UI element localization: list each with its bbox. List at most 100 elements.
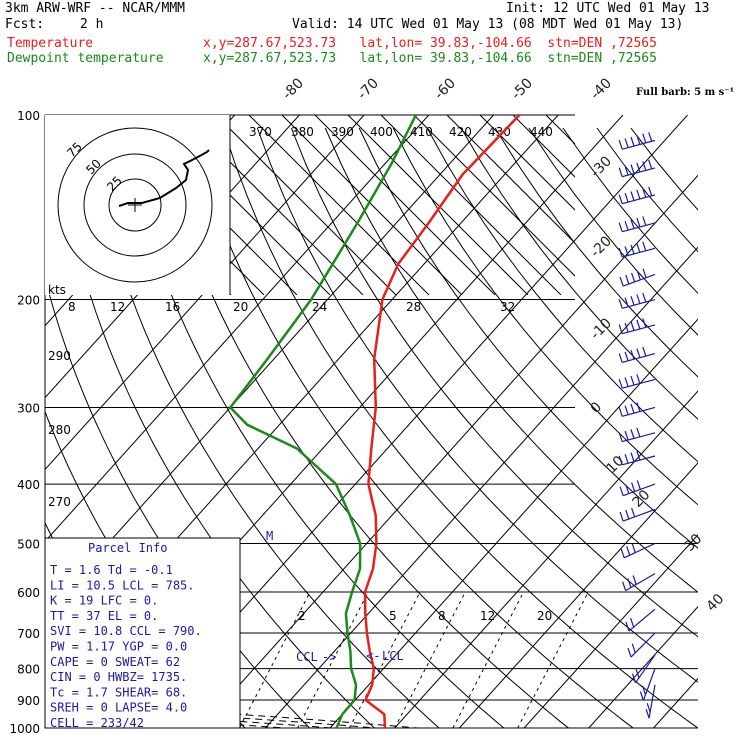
wind-barb [618,450,656,466]
wind-barb [619,480,656,497]
mixing-ratio-lines [238,591,589,728]
barb-flag [642,216,647,226]
pressure-label-600: 600 [17,586,40,600]
barb-flag [618,222,623,232]
wind-barb-legend: Full barb: 5 m s⁻¹ [636,87,734,98]
barb-flag [625,509,630,520]
barb-flag [636,402,641,412]
theta-e-line [479,115,575,211]
valid-time: Valid: 14 UTC Wed 01 May 13 (08 MDT Wed … [292,17,684,32]
isotherm--10 [264,246,698,728]
hodograph-axis-label: 16 [165,300,180,314]
barb-flag [618,299,623,309]
parcel-info-row: CIN = 0 HWBZ= 1735. [50,670,187,684]
mixing-ratio-line-4 [452,591,525,728]
barb-flag [642,188,647,198]
barb-flag [624,166,629,176]
barb-flag [636,348,641,358]
barb-flag [645,709,650,719]
barb-flag [632,575,637,585]
barb-flag [630,321,635,331]
parcel-info-row: CAPE = 0 SWEAT= 62 [50,655,180,669]
barb-flag [630,244,635,255]
barb-flag [636,374,641,384]
parcel-info-row: Tc = 1.7 SHEAR= 68. [50,685,187,699]
hodograph-axis-label: 28 [406,300,421,314]
barb-flag [636,480,641,490]
barb-flag [624,138,629,148]
theta-e-label: 400 [370,125,393,139]
barb-flag [627,647,632,658]
isotherm-label: -80 [280,75,307,102]
pressure-label-900: 900 [17,694,40,708]
pressure-label-300: 300 [17,401,40,415]
wind-barb [618,292,656,309]
barb-flag [648,159,653,169]
barb-flag [636,162,641,173]
barb-flag [630,350,635,360]
temperature-profile [363,115,521,728]
dry-adiabat-350 [290,127,698,638]
barb-flag [625,484,630,494]
isotherm-40 [588,605,698,728]
barb-flag [624,454,629,464]
wind-barb [618,132,656,150]
theta-label: 280 [48,423,71,437]
theta-e-line [230,128,397,295]
barb-flag [630,164,635,174]
barb-flag [642,292,647,303]
wind-barb [631,654,656,684]
dry-adiabat-300 [121,127,505,728]
mixing-ratio-line-0 [238,591,311,728]
lcl-arrow: <- [366,649,380,663]
barb-staff [628,608,656,632]
barb-flag [630,191,635,201]
dewpoint-profile [229,115,418,728]
barb-flag [642,346,647,357]
dry-adiabat-390 [426,127,698,463]
wind-barb [620,542,656,559]
barb-flag [631,543,636,553]
barb-flag [618,353,623,363]
theta-e-line [645,115,740,295]
barb-flag [636,427,641,438]
hodograph-ring-25 [108,178,162,232]
isotherm-label: 30 [682,531,706,555]
barb-flag [624,246,629,256]
parcel-marker-m: M [266,529,273,543]
barb-flag [630,403,635,414]
barb-flag [618,140,623,150]
isotherm-label: -30 [588,153,615,180]
theta-e-label: 410 [410,125,433,139]
dry-adiabat-360 [324,127,698,593]
theta-e-line [230,227,298,295]
barb-flag [618,455,623,465]
barb-flag [624,351,629,361]
barb-flag [630,429,635,439]
isotherm-label: -40 [588,75,615,102]
barb-flag [641,685,647,695]
mixing-ratio-label: 12 [480,609,495,623]
header: 3km ARW-WRF -- NCAR/MMM Init: 12 UTC Wed… [0,0,740,70]
barb-staff [623,542,656,559]
barb-flag [636,135,641,145]
theta-e-line [380,115,562,295]
barb-flag [624,297,629,307]
hodograph-ring-75 [57,127,213,283]
parcel-info-row: PW = 1.17 YGP = 0.0 [50,640,187,654]
pressure-label-100: 100 [17,109,40,123]
wind-barb [618,318,656,335]
parcel-info-row: K = 19 LFC = 0. [50,594,158,608]
barb-staff [622,483,656,497]
barb-flag [631,482,636,492]
barb-flag [631,272,636,283]
dry-adiabat-340 [256,127,698,683]
barb-flag [642,241,647,251]
barb-flag [627,578,632,588]
barb-flag [624,192,629,203]
theta-e-line [446,115,575,244]
barb-flag [624,322,629,333]
parcel-info-rows: T = 1.6 Td = -0.1LI = 10.5 LCL = 785. K =… [50,563,202,730]
barb-flag [618,324,623,334]
